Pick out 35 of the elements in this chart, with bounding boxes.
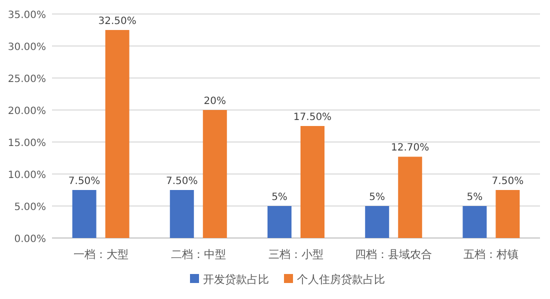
bar xyxy=(365,206,390,238)
x-tick-label: 四档：县域农合 xyxy=(355,248,432,261)
bar xyxy=(72,190,96,238)
y-tick-label: 15.00% xyxy=(8,138,46,149)
x-tick-label: 三档：小型 xyxy=(268,248,324,261)
y-tick-label: 35.00% xyxy=(8,10,46,21)
data-label: 7.50% xyxy=(68,176,100,187)
data-label: 20% xyxy=(204,96,226,107)
data-label: 7.50% xyxy=(166,176,198,187)
bar xyxy=(170,190,194,238)
bar xyxy=(496,190,520,238)
data-label: 32.50% xyxy=(98,16,136,27)
data-label: 7.50% xyxy=(492,176,524,187)
bar xyxy=(268,206,292,238)
data-label: 5% xyxy=(466,192,483,203)
x-tick-label: 一档：大型 xyxy=(73,248,128,261)
bar xyxy=(202,110,227,238)
y-tick-label: 10.00% xyxy=(8,170,46,181)
bar xyxy=(462,206,487,238)
bar xyxy=(398,156,422,238)
bar xyxy=(300,126,324,238)
data-label: 12.70% xyxy=(391,142,430,154)
data-label: 17.50% xyxy=(293,112,332,123)
data-label: 5% xyxy=(272,192,288,203)
y-tick-label: 5.00% xyxy=(14,202,46,213)
data-label: 5% xyxy=(369,192,386,203)
y-tick-label: 25.00% xyxy=(8,74,46,85)
bar xyxy=(105,30,130,238)
x-tick-label: 二档：中型 xyxy=(170,248,226,261)
y-tick-label: 30.00% xyxy=(8,42,46,53)
legend-label: 个人住房贷款占比 xyxy=(297,273,385,286)
legend-label: 开发贷款占比 xyxy=(203,273,269,286)
y-tick-label: 20.00% xyxy=(8,106,46,117)
x-tick-label: 五档：村镇 xyxy=(464,248,519,261)
y-tick-label: 0.00% xyxy=(14,234,46,245)
